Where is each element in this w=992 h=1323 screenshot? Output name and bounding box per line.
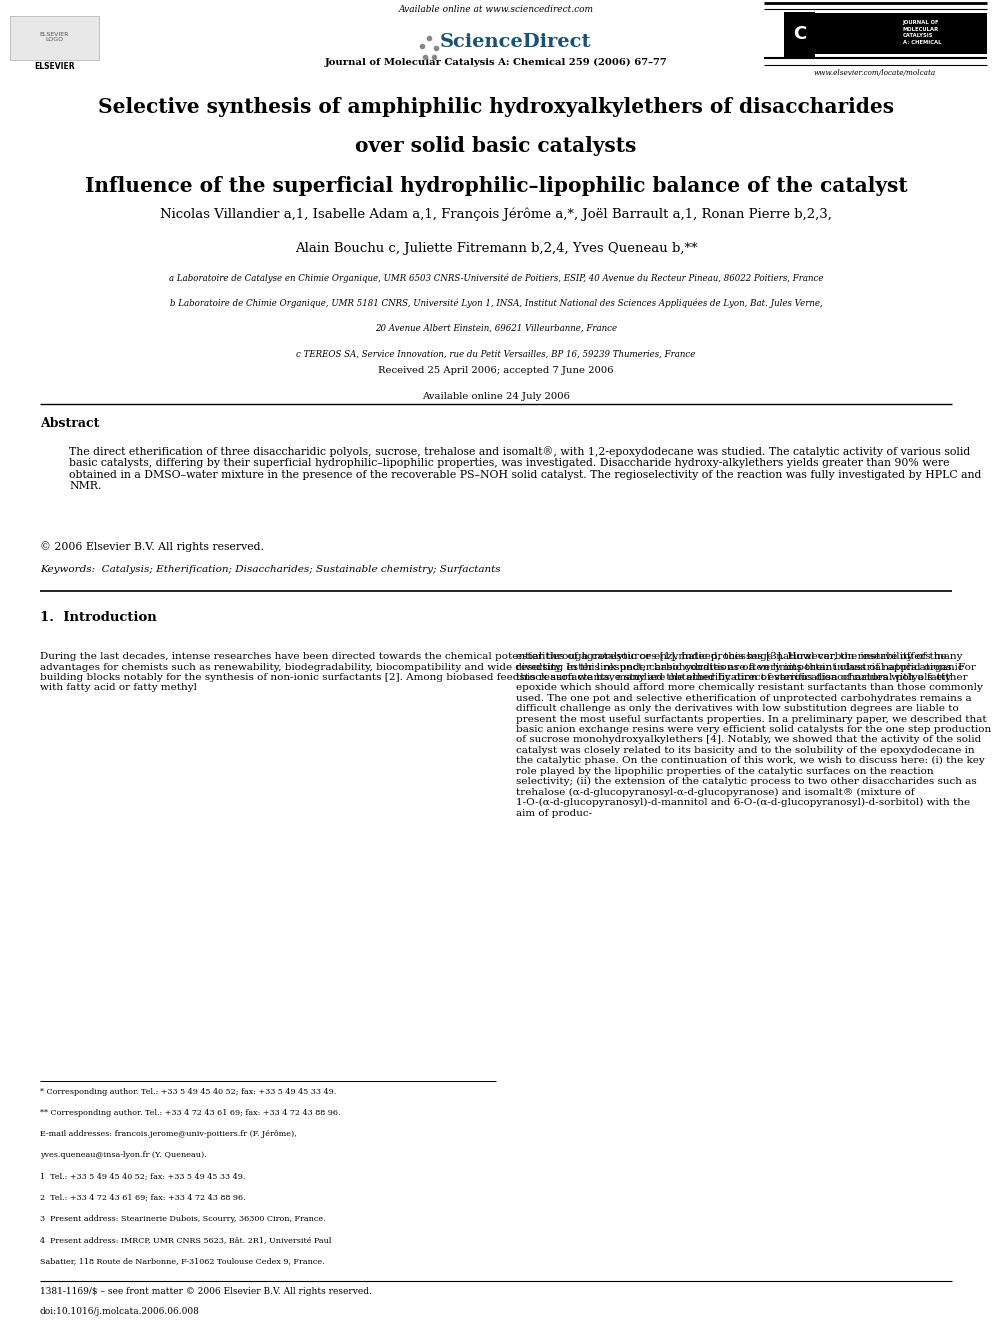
Text: 3  Present address: Stearinerie Dubois, Scourry, 36300 Ciron, France.: 3 Present address: Stearinerie Dubois, S…	[40, 1215, 325, 1222]
Text: b Laboratoire de Chimie Organique, UMR 5181 CNRS, Université Lyon 1, INSA, Insti: b Laboratoire de Chimie Organique, UMR 5…	[170, 299, 822, 308]
Text: Available online at www.sciencedirect.com: Available online at www.sciencedirect.co…	[399, 5, 593, 15]
Text: doi:10.1016/j.molcata.2006.06.008: doi:10.1016/j.molcata.2006.06.008	[40, 1307, 199, 1316]
Text: yves.queneau@insa-lyon.fr (Y. Queneau).: yves.queneau@insa-lyon.fr (Y. Queneau).	[40, 1151, 206, 1159]
Text: ELSEVIER
LOGO: ELSEVIER LOGO	[40, 32, 69, 42]
Text: Keywords:  Catalysis; Etherification; Disaccharides; Sustainable chemistry; Surf: Keywords: Catalysis; Etherification; Dis…	[40, 565, 500, 574]
FancyBboxPatch shape	[10, 16, 99, 60]
Text: Abstract: Abstract	[40, 417, 99, 430]
Text: During the last decades, intense researches have been directed towards the chemi: During the last decades, intense researc…	[40, 652, 967, 692]
Text: E-mail addresses: francois.jerome@univ-poitiers.fr (F. Jérôme),: E-mail addresses: francois.jerome@univ-p…	[40, 1130, 297, 1138]
Text: ** Corresponding author. Tel.: +33 4 72 43 61 69; fax: +33 4 72 43 88 96.: ** Corresponding author. Tel.: +33 4 72 …	[40, 1109, 340, 1117]
Text: Sabatier, 118 Route de Narbonne, F-31062 Toulouse Cedex 9, France.: Sabatier, 118 Route de Narbonne, F-31062…	[40, 1257, 324, 1265]
Text: The direct etherification of three disaccharidic polyols, sucrose, trehalose and: The direct etherification of three disac…	[69, 446, 982, 491]
Text: 1  Tel.: +33 5 49 45 40 52; fax: +33 5 49 45 33 49.: 1 Tel.: +33 5 49 45 40 52; fax: +33 5 49…	[40, 1172, 245, 1180]
Text: ScienceDirect: ScienceDirect	[440, 33, 591, 52]
Text: 4  Present address: IMRCP, UMR CNRS 5623, Bât. 2R1, Université Paul: 4 Present address: IMRCP, UMR CNRS 5623,…	[40, 1236, 331, 1244]
Text: c TEREOS SA, Service Innovation, rue du Petit Versailles, BP 16, 59239 Thumeries: c TEREOS SA, Service Innovation, rue du …	[297, 349, 695, 359]
Bar	[784, 12, 815, 57]
Text: Selective synthesis of amphiphilic hydroxyalkylethers of disaccharides: Selective synthesis of amphiphilic hydro…	[98, 97, 894, 116]
Text: C: C	[793, 25, 806, 44]
Text: JOURNAL OF
MOLECULAR
CATALYSIS
A: CHEMICAL: JOURNAL OF MOLECULAR CATALYSIS A: CHEMIC…	[903, 20, 941, 45]
Text: 2  Tel.: +33 4 72 43 61 69; fax: +33 4 72 43 88 96.: 2 Tel.: +33 4 72 43 61 69; fax: +33 4 72…	[40, 1193, 245, 1201]
Text: Available online 24 July 2006: Available online 24 July 2006	[422, 392, 570, 401]
Text: * Corresponding author. Tel.: +33 5 49 45 40 52; fax: +33 5 49 45 33 49.: * Corresponding author. Tel.: +33 5 49 4…	[40, 1088, 336, 1095]
Text: Nicolas Villandier a,1, Isabelle Adam a,1, François Jérôme a,*, Joël Barrault a,: Nicolas Villandier a,1, Isabelle Adam a,…	[160, 208, 832, 221]
Text: 20 Avenue Albert Einstein, 69621 Villeurbanne, France: 20 Avenue Albert Einstein, 69621 Villeur…	[375, 324, 617, 333]
Text: Journal of Molecular Catalysis A: Chemical 259 (2006) 67–77: Journal of Molecular Catalysis A: Chemic…	[324, 58, 668, 67]
Text: 1.  Introduction: 1. Introduction	[40, 611, 157, 624]
Text: 1381-1169/$ – see front matter © 2006 Elsevier B.V. All rights reserved.: 1381-1169/$ – see front matter © 2006 El…	[40, 1287, 372, 1297]
Text: Alain Bouchu c, Juliette Fitremann b,2,4, Yves Queneau b,**: Alain Bouchu c, Juliette Fitremann b,2,4…	[295, 242, 697, 255]
Text: ester through catalytic or enzymatic processes [3]. However, the instability of : ester through catalytic or enzymatic pro…	[516, 652, 991, 818]
Text: www.elsevier.com/locate/molcata: www.elsevier.com/locate/molcata	[813, 69, 936, 77]
Text: over solid basic catalysts: over solid basic catalysts	[355, 136, 637, 156]
Text: Influence of the superficial hydrophilic–lipophilic balance of the catalyst: Influence of the superficial hydrophilic…	[84, 176, 908, 196]
Text: Received 25 April 2006; accepted 7 June 2006: Received 25 April 2006; accepted 7 June …	[378, 366, 614, 376]
Text: ELSEVIER: ELSEVIER	[35, 62, 74, 71]
Bar	[813, 13, 987, 54]
Text: a Laboratoire de Catalyse en Chimie Organique, UMR 6503 CNRS-Université de Poiti: a Laboratoire de Catalyse en Chimie Orga…	[169, 274, 823, 283]
Text: © 2006 Elsevier B.V. All rights reserved.: © 2006 Elsevier B.V. All rights reserved…	[40, 541, 264, 552]
